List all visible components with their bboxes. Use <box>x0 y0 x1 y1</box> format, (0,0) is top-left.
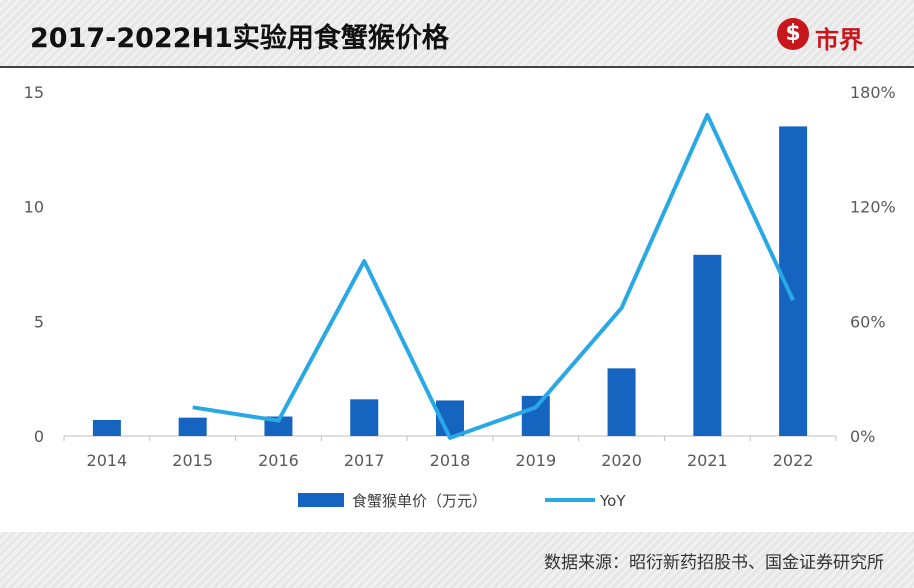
bar-2020 <box>607 368 636 436</box>
x-tick-label: 2017 <box>344 451 385 470</box>
bar-2015 <box>178 417 207 436</box>
yoy-line <box>192 112 795 440</box>
x-tick-label: 2015 <box>172 451 213 470</box>
y-right-tick-label: 120% <box>850 198 896 217</box>
header-divider <box>0 66 914 68</box>
y-right-tick-label: 60% <box>850 312 886 331</box>
y-right-tick-label: 0% <box>850 427 875 446</box>
x-tick-label: 2021 <box>687 451 728 470</box>
source-note: 数据来源：昭衍新药招股书、国金证券研究所 <box>544 553 884 573</box>
x-tick-label: 2014 <box>87 451 128 470</box>
footer-bar <box>0 532 914 588</box>
s-logo-icon: $ <box>777 18 809 50</box>
x-tick-label: 2018 <box>430 451 471 470</box>
bar-2014 <box>92 419 121 436</box>
legend-bar-label: 食蟹猴单价（万元） <box>352 492 487 510</box>
bar-2017 <box>350 399 379 436</box>
y-left-tick-label: 15 <box>24 83 44 102</box>
y-left-tick-label: 0 <box>34 427 44 446</box>
y-right-tick-label: 180% <box>850 83 896 102</box>
x-tick-label: 2016 <box>258 451 299 470</box>
legend-line-label: YoY <box>599 492 626 510</box>
x-tick-label: 2019 <box>515 451 556 470</box>
chart: 0 5 10 15 0% 60% 120% 180% 2014 2015 2016 2017 2018 2… <box>24 83 896 510</box>
plot-area: 0 5 10 15 0% 60% 120% 180% 2014 2015 2016 2017 2018 2… <box>24 83 896 510</box>
legend-bar-swatch <box>298 493 344 507</box>
bar-2019 <box>521 395 550 436</box>
bar-2021 <box>693 254 722 436</box>
x-tick-label: 2022 <box>773 451 814 470</box>
chart-title: 2017-2022H1实验用食蟹猴价格 <box>30 23 449 54</box>
y-left-tick-label: 10 <box>24 198 44 217</box>
y-left-tick-label: 5 <box>34 312 44 331</box>
x-tick-label: 2020 <box>601 451 642 470</box>
brand-logo: $ 市界 <box>777 18 887 54</box>
logo-text: 市界 <box>815 26 863 54</box>
header-bar <box>0 0 914 66</box>
